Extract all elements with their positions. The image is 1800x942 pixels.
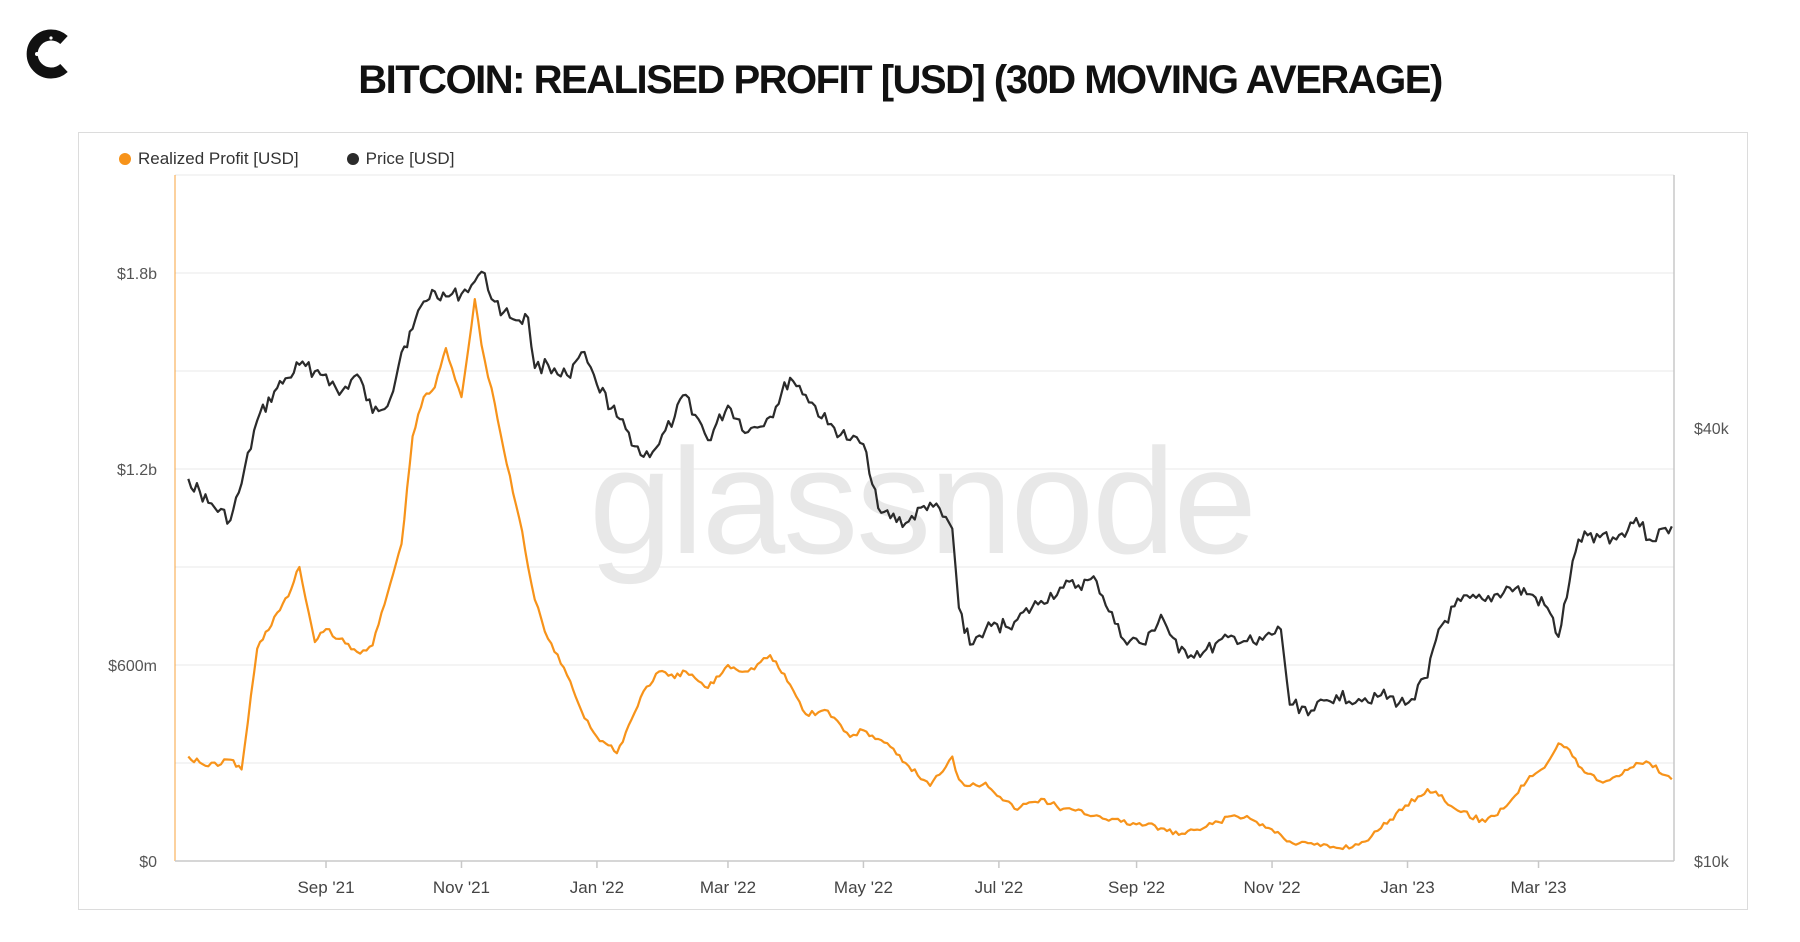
axes — [174, 174, 1675, 868]
x-tick-label: Nov '22 — [1243, 878, 1300, 897]
x-tick-label: Mar '22 — [700, 878, 756, 897]
x-tick-label: May '22 — [834, 878, 893, 897]
x-tick-label: Jan '22 — [570, 878, 624, 897]
x-tick-label: Jan '23 — [1380, 878, 1434, 897]
legend-dot-orange — [119, 153, 131, 165]
realized-profit-series-line — [187, 298, 1673, 851]
grid-lines — [175, 174, 1674, 764]
cryptoslate-logo-icon — [26, 29, 68, 79]
x-tick-label: Sep '21 — [297, 878, 354, 897]
chart-title: BITCOIN: REALISED PROFIT [USD] (30D MOVI… — [358, 58, 1443, 102]
y-left-tick-label: $1.8b — [117, 266, 157, 283]
y-left-tick-label: $600m — [108, 658, 157, 675]
series-lines — [187, 270, 1673, 851]
x-tick-label: Jul '22 — [975, 878, 1024, 897]
glassnode-watermark: glassnode — [589, 417, 1255, 585]
legend-label-realized-profit: Realized Profit [USD] — [138, 149, 299, 168]
y-right-tick-label: $10k — [1694, 854, 1730, 871]
price-series-line — [187, 270, 1673, 717]
chart-panel: Realized Profit [USD] Price [USD] glassn… — [78, 132, 1748, 910]
y-right-tick-label: $40k — [1694, 421, 1730, 438]
y-left-tick-label: $1.2b — [117, 462, 157, 479]
chart-legend: Realized Profit [USD] Price [USD] — [119, 149, 454, 169]
legend-item-price[interactable]: Price [USD] — [346, 149, 455, 169]
x-tick-label: Nov '21 — [433, 878, 490, 897]
tick-labels: $0 $600m $1.2b $1.8b $10k $40k Sep '21 Nov '21 J… — [108, 266, 1730, 897]
legend-item-realized-profit[interactable]: Realized Profit [USD] — [119, 149, 299, 169]
x-tick-label: Sep '22 — [1108, 878, 1165, 897]
y-left-tick-label: $0 — [139, 854, 157, 871]
legend-dot-dark — [346, 153, 359, 165]
legend-label-price: Price [USD] — [365, 149, 455, 168]
x-tick-label: Mar '23 — [1510, 878, 1566, 897]
chart-plot: glassnode $0 $600m $1.2b $1.8b $10k $40k Sep '… — [108, 174, 1730, 897]
